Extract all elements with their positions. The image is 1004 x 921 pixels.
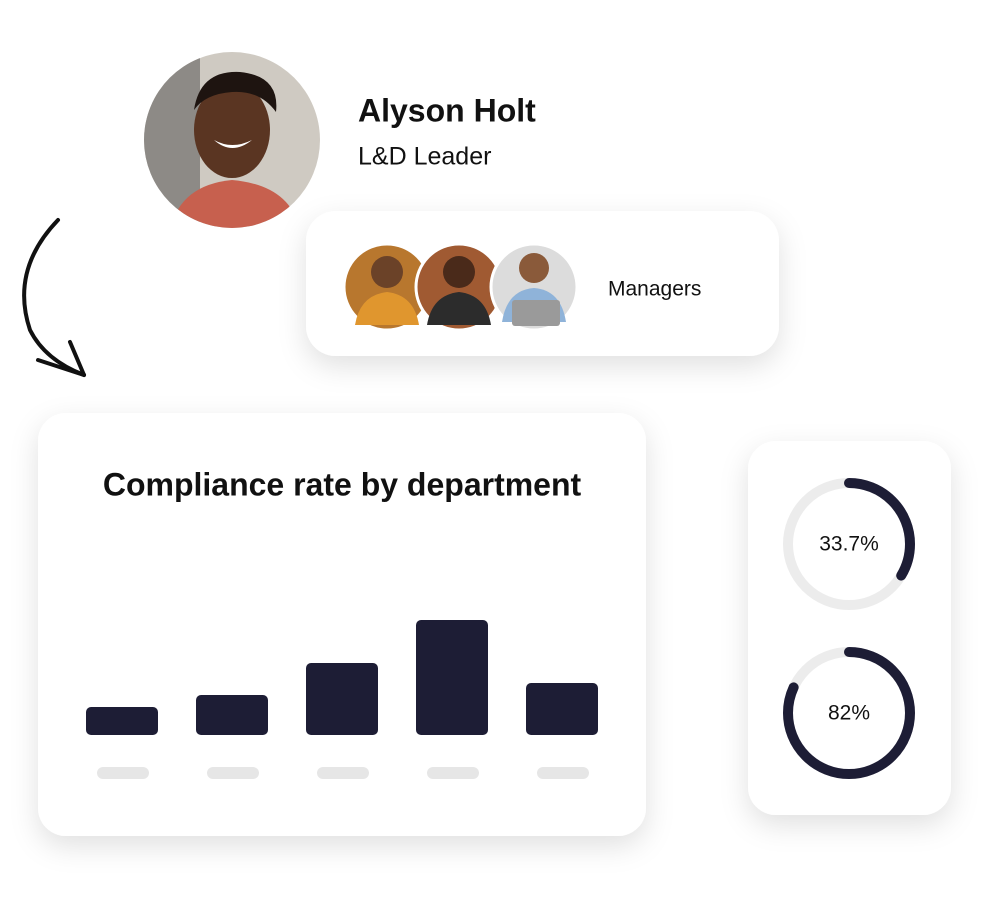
chart-card: [38, 413, 646, 836]
profile-name: Alyson Holt: [358, 92, 536, 128]
category-placeholder: [537, 767, 589, 779]
donut-arc: [783, 478, 915, 610]
bar: [416, 620, 488, 735]
bar: [306, 663, 378, 735]
manager-avatars: [342, 242, 579, 332]
category-placeholder: [97, 767, 149, 779]
donut-label: 82%: [828, 702, 870, 725]
donut-card: [748, 441, 951, 815]
donut-label: 33.7%: [819, 533, 879, 556]
arrow: [22, 218, 86, 377]
profile-role: L&D Leader: [358, 143, 491, 171]
bar: [196, 695, 268, 735]
bar: [526, 683, 598, 735]
category-placeholder: [207, 767, 259, 779]
category-placeholder: [317, 767, 369, 779]
donut-arc: [783, 647, 915, 779]
category-placeholder: [427, 767, 479, 779]
chart-title: Compliance rate by department: [103, 466, 582, 502]
group-label: Managers: [608, 278, 701, 301]
profile-photo: [144, 52, 320, 228]
bar: [86, 707, 158, 735]
